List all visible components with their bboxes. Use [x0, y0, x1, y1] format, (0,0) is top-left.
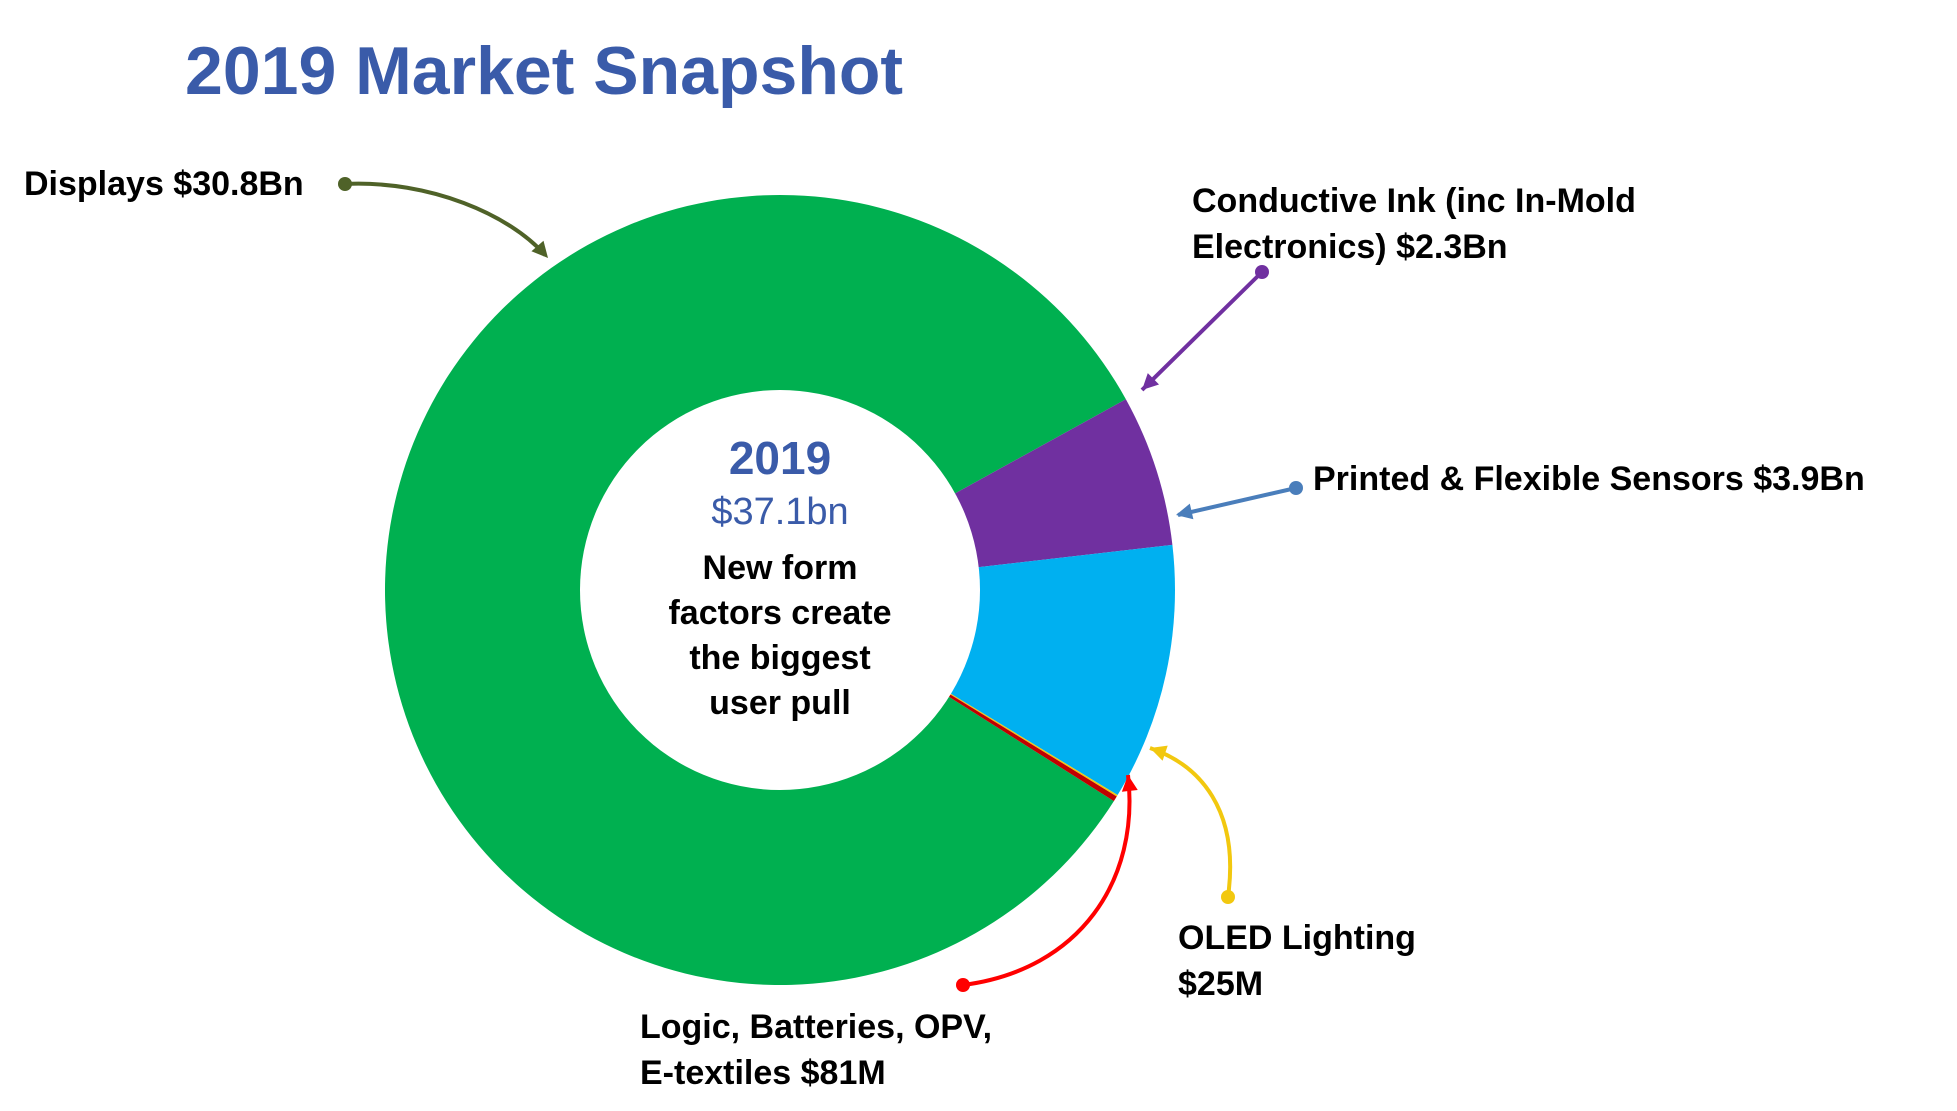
displays-arrowhead: [531, 240, 548, 258]
center-note-line-2: factors create: [668, 594, 892, 632]
conductive-ink-arrowhead: [1142, 373, 1160, 390]
center-year: 2019: [728, 432, 832, 484]
center-total: $37.1bn: [711, 491, 849, 533]
sensors-leader: [1177, 486, 1297, 517]
donut-hole: [580, 390, 980, 790]
displays-dot: [338, 177, 352, 191]
center-note: New form factors create the biggest user…: [620, 546, 940, 726]
callout-conductive-ink: Conductive Ink (inc In-Mold Electronics)…: [1192, 178, 1636, 270]
logic-dot: [956, 978, 970, 992]
callout-logic: Logic, Batteries, OPV, E-textiles $81M: [640, 1004, 992, 1096]
oled-lighting-dot: [1221, 890, 1235, 904]
callout-oled-lighting-line-1: OLED Lighting: [1178, 919, 1416, 957]
callout-logic-line-1: Logic, Batteries, OPV,: [640, 1008, 993, 1046]
conductive-ink-leader: [1140, 270, 1264, 392]
callout-oled-lighting-line-2: $25M: [1178, 965, 1264, 1003]
callout-logic-line-2: E-textiles $81M: [640, 1054, 886, 1092]
callout-conductive-ink-line-2: Electronics) $2.3Bn: [1192, 228, 1508, 266]
callout-displays: Displays $30.8Bn: [24, 161, 304, 207]
center-note-line-4: user pull: [709, 684, 851, 722]
callout-sensors: Printed & Flexible Sensors $3.9Bn: [1313, 456, 1865, 502]
logic-arrowhead: [1121, 775, 1138, 792]
donut-center-label: 2019 $37.1bn New form factors create the…: [620, 430, 940, 726]
logic-leader: [962, 774, 1132, 987]
center-note-line-1: New form: [702, 549, 858, 587]
callout-displays-line-1: Displays $30.8Bn: [24, 165, 304, 203]
oled-lighting-arrowhead: [1150, 745, 1168, 761]
center-note-line-3: the biggest: [689, 639, 871, 677]
callout-sensors-line-1: Printed & Flexible Sensors $3.9Bn: [1313, 460, 1865, 498]
callout-conductive-ink-line-1: Conductive Ink (inc In-Mold: [1192, 182, 1636, 220]
oled-lighting-leader: [1149, 746, 1233, 898]
callout-leaders: [338, 177, 1303, 992]
sensors-arrowhead: [1176, 503, 1194, 520]
sensors-dot: [1289, 481, 1303, 495]
page-title: 2019 Market Snapshot: [185, 33, 904, 109]
callout-oled-lighting: OLED Lighting $25M: [1178, 915, 1416, 1007]
displays-leader: [344, 181, 547, 257]
conductive-ink-dot: [1255, 265, 1269, 279]
